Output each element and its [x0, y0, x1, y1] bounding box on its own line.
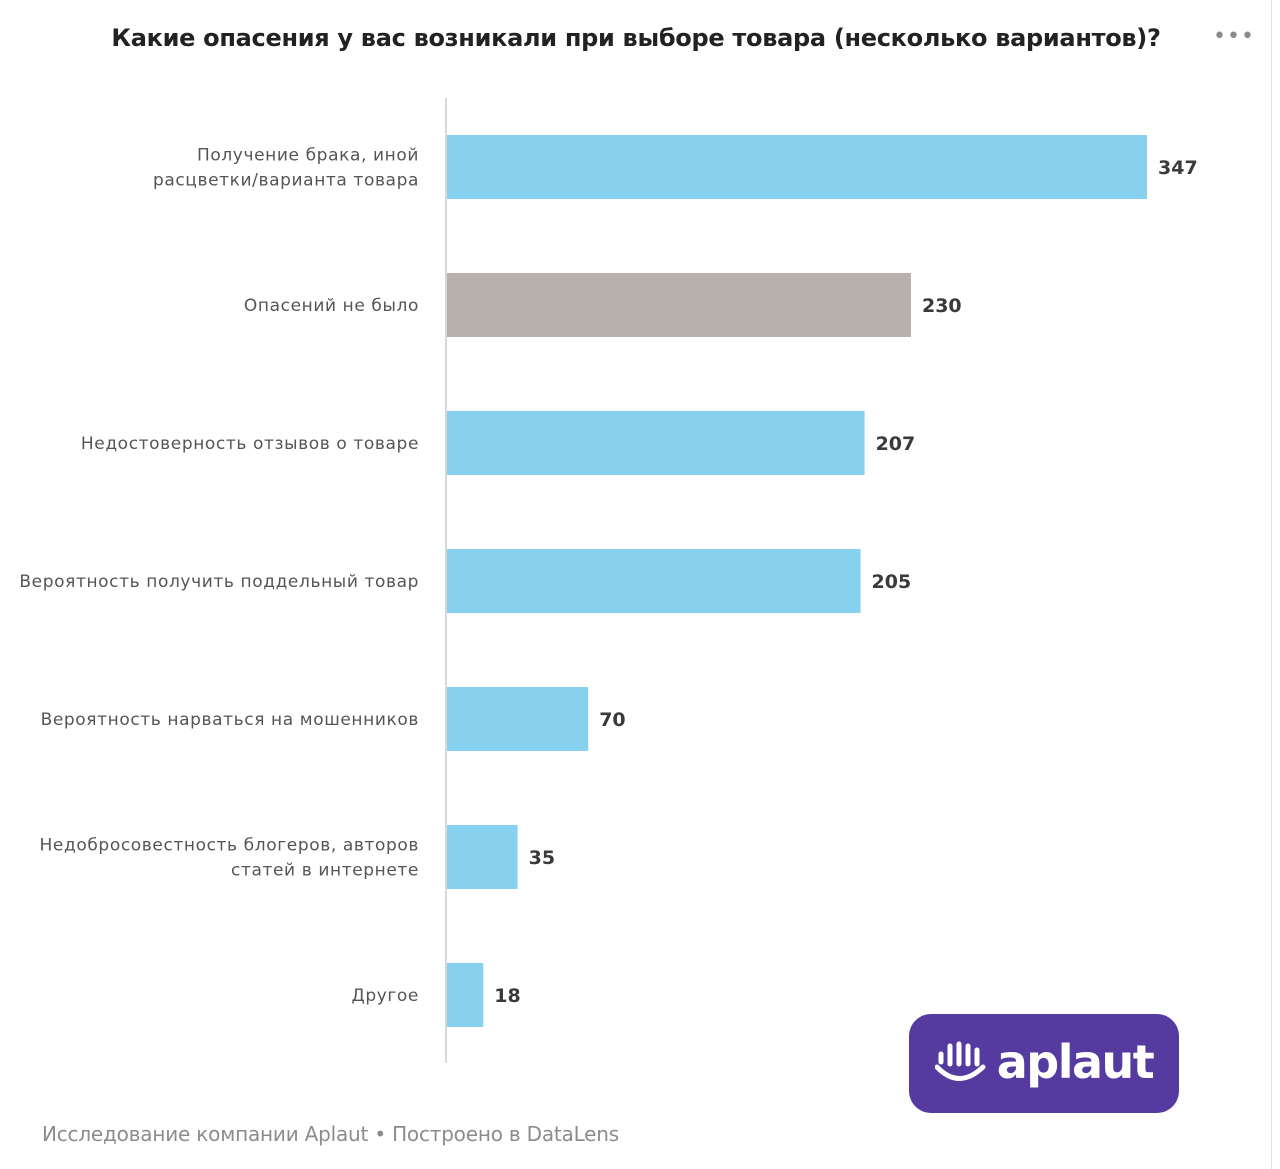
category-label: статей в интернете [231, 861, 419, 881]
logo-text: aplaut [996, 1034, 1155, 1089]
bar[interactable] [447, 135, 1147, 199]
bar[interactable] [447, 825, 518, 889]
category-label: Получение брака, иной [197, 146, 419, 166]
chart-title: Какие опасения у вас возникали при выбор… [111, 24, 1161, 52]
category-label: Опасений не было [244, 296, 419, 316]
more-options-icon[interactable]: ••• [1213, 23, 1255, 49]
clap-hand-icon [934, 1041, 986, 1081]
category-label: Недобросовестность блогеров, авторов [40, 836, 419, 856]
category-label: Недостоверность отзывов о товаре [81, 434, 419, 454]
bar[interactable] [447, 273, 911, 337]
category-label: Вероятность нарваться на мошенников [41, 710, 419, 730]
value-label: 18 [494, 985, 520, 1007]
value-label: 347 [1158, 157, 1198, 179]
category-label: расцветки/варианта товара [153, 171, 419, 191]
value-label: 35 [529, 847, 555, 869]
value-label: 205 [872, 571, 912, 593]
category-label: Вероятность получить поддельный товар [19, 572, 419, 592]
bar[interactable] [447, 549, 861, 613]
value-label: 207 [876, 433, 916, 455]
category-label: Другое [351, 986, 419, 1006]
bar[interactable] [447, 687, 589, 751]
panel-divider [1271, 0, 1272, 1169]
bar[interactable] [447, 411, 865, 475]
aplaut-logo: aplaut [909, 1014, 1179, 1113]
footer-caption: Исследование компании Aplaut • Построено… [42, 1122, 619, 1146]
value-label: 230 [922, 295, 962, 317]
bar[interactable] [447, 963, 484, 1027]
value-label: 70 [599, 709, 625, 731]
